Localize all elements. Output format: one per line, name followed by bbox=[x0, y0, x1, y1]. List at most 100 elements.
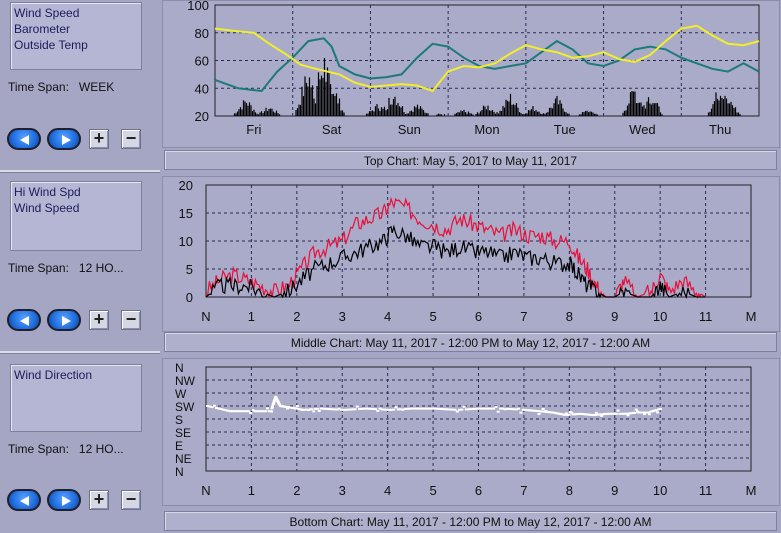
wind-direction-point bbox=[310, 408, 314, 411]
wind-direction-point bbox=[270, 405, 274, 408]
wind-direction-point bbox=[219, 408, 223, 411]
tick-label: 60 bbox=[195, 54, 209, 69]
tick-label: 1 bbox=[248, 483, 255, 498]
wind-direction-point bbox=[605, 412, 609, 415]
wind-direction-point bbox=[501, 407, 505, 410]
wind-direction-point bbox=[306, 409, 310, 412]
wind-direction-point bbox=[448, 408, 452, 411]
wind-direction-point bbox=[328, 408, 332, 411]
wind-direction-point bbox=[396, 408, 400, 411]
wind-direction-point bbox=[260, 410, 264, 413]
wind-direction-point bbox=[478, 407, 482, 410]
wind-direction-point bbox=[237, 410, 241, 413]
wind-direction-point bbox=[536, 410, 540, 413]
wind-direction-point bbox=[295, 405, 299, 408]
wind-direction-point bbox=[428, 407, 432, 410]
wind-direction-point bbox=[387, 408, 391, 411]
tick-label: W bbox=[175, 387, 187, 401]
wind-direction-point bbox=[435, 407, 439, 410]
wind-direction-point bbox=[285, 405, 289, 408]
tick-label: 10 bbox=[179, 234, 193, 249]
left-arrow-icon bbox=[20, 135, 29, 145]
wind-direction-point bbox=[492, 407, 496, 410]
top-chart-caption: Top Chart: May 5, 2017 to May 11, 2017 bbox=[164, 150, 777, 170]
right-arrow-icon bbox=[62, 496, 71, 506]
zoom-out-button[interactable]: − bbox=[121, 310, 141, 330]
wind-direction-point bbox=[206, 405, 209, 407]
wind-direction-point bbox=[614, 412, 618, 415]
wind-direction-point bbox=[358, 407, 362, 410]
wind-direction-point bbox=[462, 405, 466, 408]
tick-label: Tue bbox=[554, 122, 576, 137]
wind-direction-point bbox=[224, 409, 228, 412]
wind-direction-point bbox=[620, 412, 624, 415]
timespan-bottom[interactable]: Time Span: 12 HO... bbox=[8, 442, 124, 456]
tick-label: Sun bbox=[398, 122, 421, 137]
wind-direction-point bbox=[570, 411, 574, 414]
next-button[interactable] bbox=[47, 128, 81, 150]
wind-direction-point bbox=[270, 407, 274, 410]
zoom-in-button[interactable]: + bbox=[89, 490, 109, 510]
timespan-value: WEEK bbox=[78, 80, 115, 94]
wind-direction-point bbox=[626, 414, 630, 417]
zoom-in-button[interactable]: + bbox=[89, 310, 109, 330]
wind-direction-point bbox=[271, 403, 275, 406]
tick-label: 0 bbox=[186, 290, 193, 305]
wind-direction-point bbox=[410, 407, 414, 410]
tick-label: 6 bbox=[475, 309, 482, 324]
next-button[interactable] bbox=[47, 309, 81, 331]
wind-direction-point bbox=[460, 408, 464, 411]
tick-label: E bbox=[175, 439, 183, 453]
zoom-in-button[interactable]: + bbox=[89, 129, 109, 149]
wind-direction-point bbox=[616, 409, 620, 412]
timespan-top[interactable]: Time Span: WEEK bbox=[8, 80, 114, 94]
wind-direction-point bbox=[371, 407, 375, 410]
tick-label: 8 bbox=[566, 309, 573, 324]
wind-direction-point bbox=[321, 407, 325, 410]
wind-direction-point bbox=[228, 410, 232, 413]
tick-label: 7 bbox=[520, 309, 527, 324]
tick-label: 1 bbox=[248, 309, 255, 324]
middle-chart-caption: Middle Chart: May 11, 2017 - 12:00 PM to… bbox=[164, 332, 777, 352]
prev-button[interactable] bbox=[7, 128, 41, 150]
legend-item: Outside Temp bbox=[14, 38, 88, 52]
prev-button[interactable] bbox=[7, 309, 41, 331]
wind-direction-point bbox=[464, 408, 468, 411]
wind-direction-point bbox=[414, 407, 418, 410]
wind-direction-point bbox=[314, 407, 318, 410]
wind-direction-point bbox=[294, 407, 298, 410]
tick-label: 2 bbox=[293, 309, 300, 324]
legend-item: Wind Speed bbox=[14, 6, 80, 20]
wind-direction-point bbox=[634, 408, 638, 411]
wind-direction-point bbox=[392, 408, 396, 411]
wind-direction-point bbox=[385, 408, 389, 411]
zoom-out-button[interactable]: − bbox=[121, 129, 141, 149]
wind-direction-point bbox=[378, 407, 382, 410]
wind-direction-point bbox=[633, 411, 637, 414]
timespan-label: Time Span: bbox=[8, 80, 69, 94]
bottom-chart-caption: Bottom Chart: May 11, 2017 - 12:00 PM to… bbox=[164, 511, 777, 531]
wind-direction-point bbox=[389, 408, 393, 411]
legend-box-middle: Hi Wind Spd Wind Speed bbox=[10, 181, 142, 251]
wind-direction-point bbox=[437, 407, 441, 410]
wind-direction-point bbox=[362, 407, 366, 410]
zoom-out-button[interactable]: − bbox=[121, 490, 141, 510]
wind-direction-point bbox=[430, 407, 434, 410]
timespan-middle[interactable]: Time Span: 12 HO... bbox=[8, 261, 124, 275]
wind-direction-point bbox=[210, 406, 214, 409]
wind-direction-point bbox=[342, 408, 346, 411]
prev-button[interactable] bbox=[7, 489, 41, 511]
wind-direction-point bbox=[442, 408, 446, 411]
tick-label: N bbox=[175, 361, 184, 375]
tick-label: 5 bbox=[186, 262, 193, 277]
wind-direction-point bbox=[424, 407, 427, 410]
tick-label: Wed bbox=[629, 122, 656, 137]
wind-direction-point bbox=[399, 408, 403, 411]
wind-direction-point bbox=[483, 407, 487, 410]
wind-direction-point bbox=[417, 407, 421, 410]
wind-direction-point bbox=[333, 408, 337, 411]
next-button[interactable] bbox=[47, 489, 81, 511]
outside-temp-line bbox=[214, 24, 760, 93]
wind-direction-point bbox=[564, 412, 568, 415]
left-arrow-icon bbox=[20, 496, 29, 506]
